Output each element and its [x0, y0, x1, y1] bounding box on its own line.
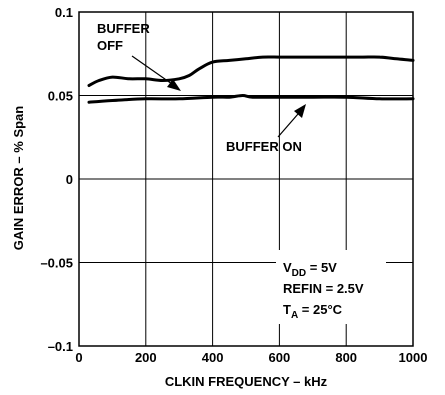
x-tick-label: 400: [202, 350, 224, 365]
plot-frame: [78, 11, 414, 347]
y-tick-label: –0.05: [40, 256, 73, 271]
tick-labels: 0 200 400 600 800 1000 0.1 0.05 0 –0.05 –0.1: [40, 5, 427, 365]
buffer-off-label-line1: BUFFER: [97, 21, 150, 36]
buffer-off-arrowhead: [167, 79, 181, 91]
x-tick-label: 600: [269, 350, 291, 365]
buffer-on-arrow-line: [277, 113, 299, 138]
y-tick-label: –0.1: [48, 339, 73, 354]
y-axis-title: GAIN ERROR – % Span: [11, 106, 26, 251]
x-tick-label: 1000: [399, 350, 428, 365]
y-tick-label: 0.05: [48, 89, 73, 104]
conditions-text: VDD = 5V REFIN = 2.5V TA = 25°C: [283, 260, 364, 321]
series-line-buffer-off: [87, 55, 415, 87]
buffer-off-arrow-line: [131, 55, 173, 85]
y-tick-label: 0: [66, 172, 73, 187]
x-tick-label: 0: [75, 350, 82, 365]
buffer-on-arrowhead: [294, 104, 306, 118]
buffer-on-label: BUFFER ON: [226, 139, 302, 154]
buffer-off-annotation: BUFFER OFF: [97, 21, 181, 91]
series-line-buffer-on: [87, 94, 415, 104]
condition-line: REFIN = 2.5V: [283, 281, 364, 296]
x-tick-label: 200: [135, 350, 157, 365]
buffer-on-annotation: BUFFER ON: [226, 104, 306, 154]
condition-line: VDD = 5V: [283, 260, 337, 279]
y-tick-label: 0.1: [55, 5, 73, 20]
condition-line: TA = 25°C: [283, 302, 343, 321]
x-axis-title: CLKIN FREQUENCY – kHz: [165, 374, 328, 389]
x-tick-label: 800: [335, 350, 357, 365]
buffer-off-label-line2: OFF: [97, 38, 123, 53]
conditions-box: [276, 250, 386, 324]
series-group: [87, 55, 415, 104]
